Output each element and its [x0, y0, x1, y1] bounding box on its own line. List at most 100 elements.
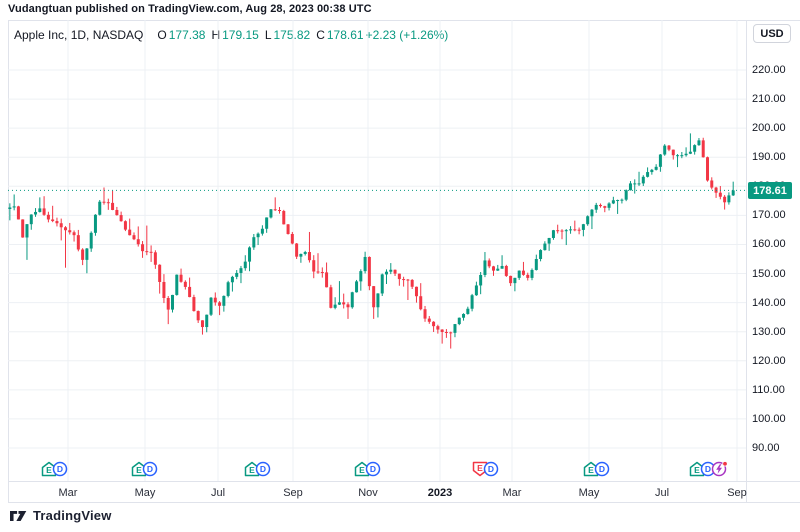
tradingview-logo-icon [10, 510, 27, 521]
dividend-icon[interactable]: D [483, 461, 499, 477]
low-label: L [264, 28, 272, 42]
alert-icon[interactable] [711, 461, 729, 477]
candle-down [556, 230, 560, 232]
open-label: O [157, 28, 167, 42]
candle-down [526, 274, 530, 278]
candle-up [269, 209, 273, 218]
candle-up [457, 317, 461, 325]
candle-down [487, 260, 491, 267]
svg-text:D: D [260, 464, 266, 474]
candle-up [239, 268, 243, 273]
candle-up [98, 201, 102, 215]
candle-down [55, 221, 59, 224]
candle-down [577, 229, 581, 231]
candle-up [12, 206, 16, 208]
price-tick-label: 160.00 [752, 238, 786, 251]
candle-up [175, 274, 179, 295]
price-tick-label: 200.00 [752, 122, 786, 135]
svg-text:E: E [694, 465, 700, 475]
candle-up [25, 224, 29, 238]
candle-down [449, 332, 453, 334]
currency-toggle-button[interactable]: USD [753, 24, 791, 43]
candle-down [440, 329, 444, 332]
earnings-icon[interactable]: E [472, 461, 488, 477]
svg-text:E: E [136, 465, 142, 475]
candle-down [115, 209, 119, 216]
price-tick-label: 220.00 [752, 64, 786, 76]
candle-up [650, 169, 654, 173]
dividend-icon[interactable]: D [52, 461, 68, 477]
candle-down [307, 252, 311, 261]
candle-up [658, 154, 662, 167]
candle-up [534, 259, 538, 270]
candle-down [397, 273, 401, 280]
candle-down [111, 202, 115, 210]
candlestick-chart-pane[interactable] [8, 20, 800, 481]
dividend-icon[interactable]: D [255, 461, 271, 477]
candle-up [697, 140, 701, 146]
svg-text:D: D [705, 464, 711, 474]
candle-up [355, 281, 359, 293]
frame-bottom-border [8, 502, 800, 503]
svg-text:E: E [46, 465, 52, 475]
candle-up [85, 248, 89, 260]
candle-up [303, 252, 307, 254]
time-tick-label: Sep [727, 487, 747, 499]
close-label: C [316, 28, 325, 42]
symbol-info-bar[interactable]: Apple Inc, 1D, NASDAQ O 177.38 H 179.15 … [14, 27, 448, 43]
time-tick-label: May [578, 487, 600, 499]
footer: TradingView [10, 508, 112, 523]
candle-down [102, 201, 106, 203]
candle-down [81, 249, 85, 260]
candle-down [183, 281, 187, 287]
candle-down [153, 252, 157, 265]
candle-up [624, 190, 628, 200]
candle-down [320, 271, 324, 273]
svg-text:E: E [477, 463, 483, 473]
dividend-icon[interactable]: D [365, 461, 381, 477]
candle-up [470, 295, 474, 309]
candle-up [389, 269, 393, 272]
time-tick-label: Jul [654, 487, 670, 499]
dividend-icon[interactable]: D [142, 461, 158, 477]
candle-down [141, 244, 145, 252]
candle-up [384, 271, 388, 275]
dividend-icon[interactable]: D [594, 461, 610, 477]
candle-down [410, 279, 414, 287]
candle-up [513, 277, 517, 284]
candle-up [620, 199, 624, 201]
candle-down [16, 206, 20, 220]
candle-down [64, 227, 68, 231]
candle-up [479, 274, 483, 286]
time-tick-label: Mar [58, 487, 78, 499]
candle-up [205, 314, 209, 328]
price-tick-label: 150.00 [752, 267, 786, 280]
candle-down [145, 251, 149, 253]
time-tick-label: Jul [210, 487, 226, 499]
candle-down [312, 260, 316, 272]
gridlines [8, 20, 746, 481]
candle-up [359, 271, 363, 282]
candle-down [68, 230, 72, 233]
candle-up [89, 232, 93, 249]
candle-down [21, 219, 25, 238]
candle-down [166, 297, 170, 310]
candle-up [222, 295, 226, 306]
candle-down [290, 233, 294, 244]
candle-down [218, 302, 222, 306]
candle-up [243, 261, 247, 269]
candle-up [590, 209, 594, 217]
candle-down [521, 270, 525, 275]
candle-up [363, 256, 367, 272]
symbol-title[interactable]: Apple Inc, 1D, NASDAQ [14, 28, 144, 42]
candle-down [723, 196, 727, 203]
candle-down [46, 214, 50, 220]
candles [8, 133, 735, 349]
